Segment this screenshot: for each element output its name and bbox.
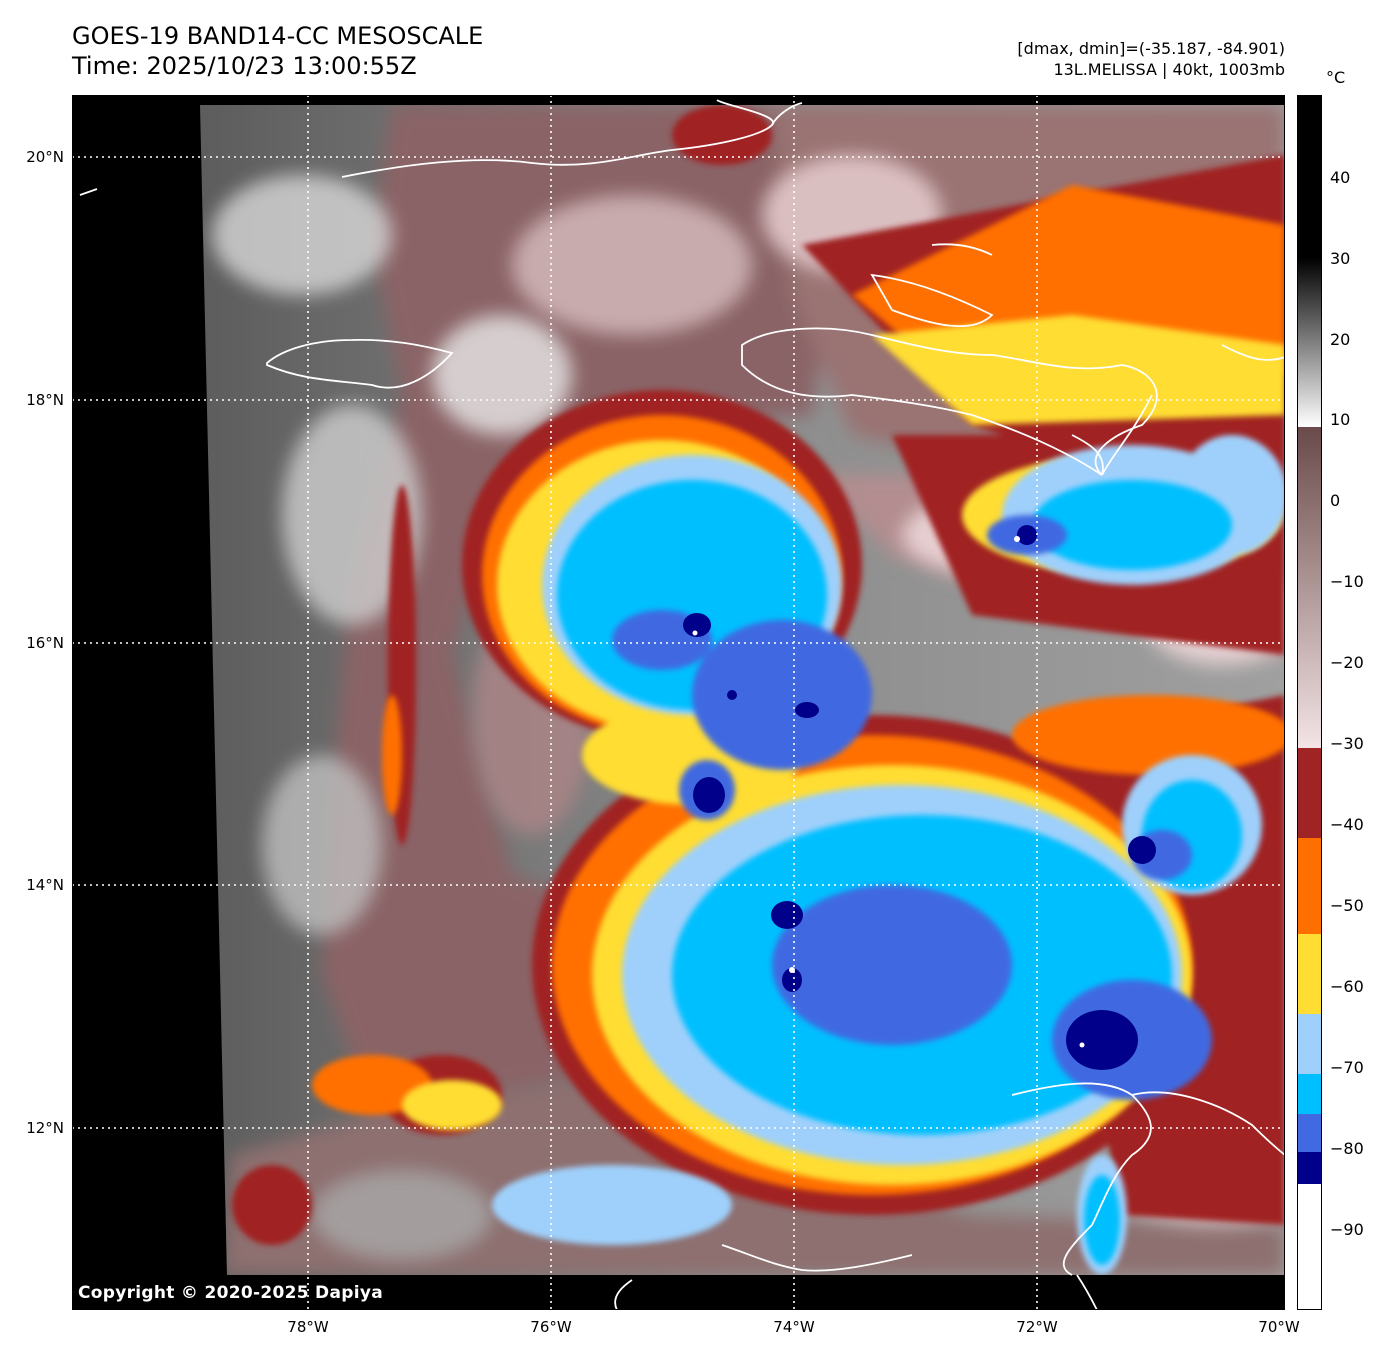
lon-label-74w: 74°W <box>773 1318 815 1336</box>
map-timestamp: Time: 2025/10/23 13:00:55Z <box>72 52 417 80</box>
lon-label-76w: 76°W <box>530 1318 572 1336</box>
graticule <box>72 95 1285 1310</box>
colorbar-tick: −80 <box>1330 1139 1364 1158</box>
lon-label-70w: 70°W <box>1258 1318 1300 1336</box>
lon-label-72w: 72°W <box>1016 1318 1058 1336</box>
coastlines <box>79 99 1285 1310</box>
colorbar-tick: −90 <box>1330 1220 1364 1239</box>
colorbar-tick: 40 <box>1330 168 1351 187</box>
colorbar-unit: °C <box>1326 68 1346 87</box>
colorbar-tick: 30 <box>1330 249 1351 268</box>
temperature-colorbar <box>1297 95 1322 1310</box>
lat-label-20n: 20°N <box>26 148 64 166</box>
colorbar-tick: −40 <box>1330 815 1364 834</box>
temperature-range: [dmax, dmin]=(-35.187, -84.901) <box>1017 39 1285 58</box>
colorbar-tick: 0 <box>1330 491 1341 510</box>
colorbar-tick: 10 <box>1330 410 1351 429</box>
colorbar-tick: −50 <box>1330 896 1364 915</box>
cloud-imagery <box>200 105 1285 1275</box>
colorbar-tick: −20 <box>1330 653 1364 672</box>
satellite-map <box>72 95 1285 1310</box>
storm-info: 13L.MELISSA | 40kt, 1003mb <box>1053 60 1285 79</box>
colorbar-tick: −30 <box>1330 734 1364 753</box>
lat-label-16n: 16°N <box>26 634 64 652</box>
colorbar-tick: 20 <box>1330 330 1351 349</box>
colorbar-tick: −10 <box>1330 572 1364 591</box>
convective-cloud-tops <box>232 105 1285 1275</box>
lat-label-18n: 18°N <box>26 391 64 409</box>
map-title: GOES-19 BAND14-CC MESOSCALE <box>72 22 484 50</box>
lon-label-78w: 78°W <box>287 1318 329 1336</box>
lat-label-12n: 12°N <box>26 1119 64 1137</box>
colorbar-tick: −70 <box>1330 1058 1364 1077</box>
lat-label-14n: 14°N <box>26 876 64 894</box>
colorbar-tick: −60 <box>1330 977 1364 996</box>
copyright-notice: Copyright © 2020-2025 Dapiya <box>78 1283 383 1303</box>
